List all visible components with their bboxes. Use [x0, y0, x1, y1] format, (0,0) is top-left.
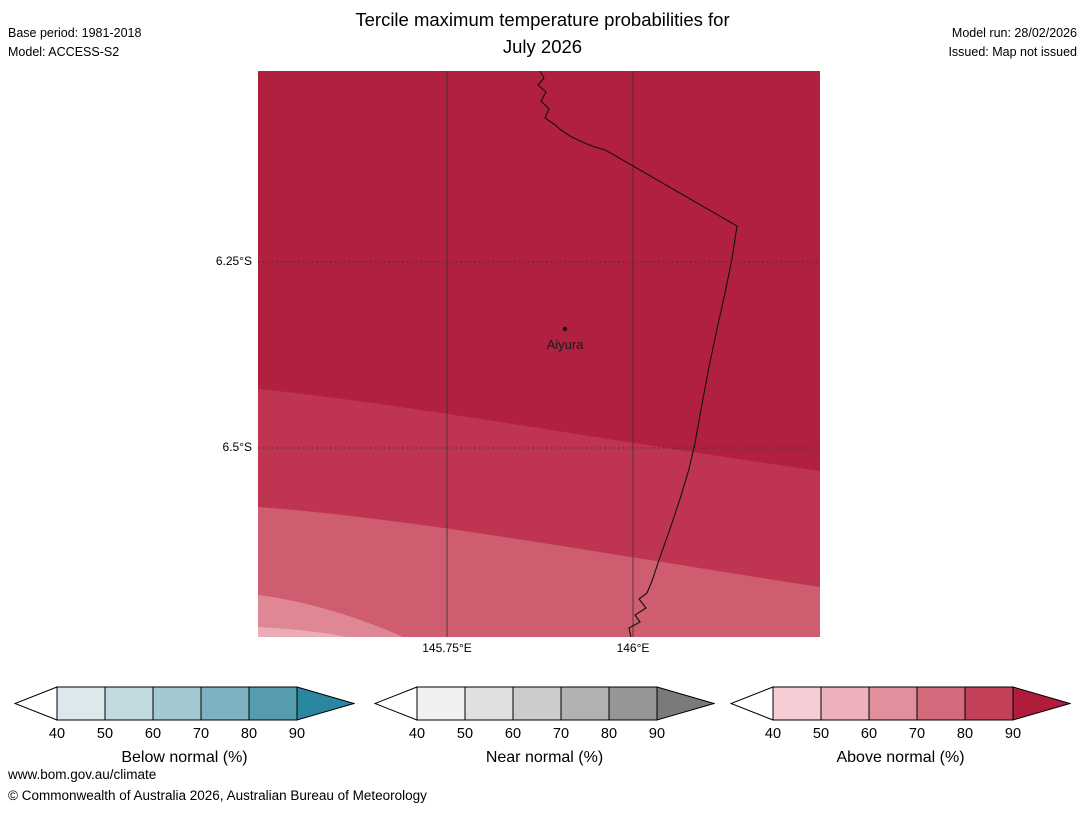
legend-below-seg-60: [152, 686, 202, 721]
legend-above-tick: 90: [1005, 726, 1021, 742]
legend-above-colorbar: 40 50 60 70 80 90: [729, 686, 1072, 742]
legend-below-tick: 50: [97, 726, 113, 742]
legend-below-left-arrow: [13, 686, 58, 721]
legend-near-left-arrow: [373, 686, 418, 721]
legend-below-tick: 80: [241, 726, 257, 742]
legend-near-seg-80: [608, 686, 658, 721]
legend-below-seg-40: [56, 686, 106, 721]
legend-below-seg-70: [200, 686, 250, 721]
legend-near-seg-70: [560, 686, 610, 721]
page-title: Tercile maximum temperature probabilitie…: [0, 6, 1085, 60]
model-label: Model: ACCESS-S2: [8, 45, 120, 59]
band-70-80: [258, 507, 820, 637]
station-label: Aiyura: [547, 337, 585, 352]
legend-near-colorbar: 40 50 60 70 80 90: [373, 686, 716, 742]
legend-above-tick: 70: [909, 726, 925, 742]
legend-above-seg-40: [772, 686, 822, 721]
legend-above-seg-50: [820, 686, 870, 721]
legend-near-tick: 50: [457, 726, 473, 742]
page-title-line2: July 2026: [502, 36, 583, 57]
issued-label: Issued: Map not issued: [948, 45, 1077, 59]
legend-near-caption: Near normal (%): [485, 749, 604, 766]
y-tick-6-25S: 6.25°S: [215, 254, 252, 268]
legend-below-colorbar: 40 50 60 70 80 90: [13, 686, 356, 742]
legend-near-seg-40: [416, 686, 466, 721]
header-right-block: Model run: 28/02/2026 Issued: Map not is…: [948, 24, 1077, 62]
legend-above-normal: 40 50 60 70 80 90 Above normal (%): [729, 686, 1072, 767]
legend-above-seg-80: [964, 686, 1014, 721]
page-title-line1: Tercile maximum temperature probabilitie…: [355, 9, 730, 30]
legend-below-right-arrow: [296, 686, 356, 721]
legend-near-right-arrow: [656, 686, 716, 721]
boundary-line: [537, 70, 738, 638]
x-tick-146E: 146°E: [616, 641, 650, 655]
legend-near-seg-60: [512, 686, 562, 721]
legend-near-tick: 70: [553, 726, 569, 742]
legend-above-caption: Above normal (%): [836, 749, 965, 766]
legend-below-tick: 90: [289, 726, 305, 742]
legend-below-tick: 40: [49, 726, 65, 742]
probability-map: Aiyura: [258, 70, 820, 638]
legend-above-tick: 50: [813, 726, 829, 742]
base-period-label: Base period: 1981-2018: [8, 26, 142, 40]
model-run-label: Model run: 28/02/2026: [951, 26, 1077, 40]
band-50-60: [258, 627, 346, 637]
legend-above-tick: 80: [957, 726, 973, 742]
legend-below-caption: Below normal (%): [121, 749, 248, 766]
legend-below-seg-50: [104, 686, 154, 721]
legend-above-seg-70: [916, 686, 966, 721]
legend-above-right-arrow: [1012, 686, 1072, 721]
y-tick-6-5S: 6.5°S: [222, 440, 252, 454]
map-canvas: Aiyura: [258, 70, 820, 638]
header-left-block: Base period: 1981-2018 Model: ACCESS-S2: [8, 24, 141, 62]
x-tick-145-75E: 145.75°E: [422, 641, 472, 655]
footer-url: www.bom.gov.au/climate: [8, 767, 157, 782]
legend-near-tick: 60: [505, 726, 521, 742]
legend-near-seg-50: [464, 686, 514, 721]
legend-near-tick: 40: [409, 726, 425, 742]
legend-below-seg-80: [248, 686, 298, 721]
legend-above-left-arrow: [729, 686, 774, 721]
legend-below-normal: 40 50 60 70 80 90 Below normal (%): [13, 686, 356, 767]
band-60-70: [258, 595, 403, 637]
legend-near-tick: 90: [649, 726, 665, 742]
legend-above-tick: 40: [765, 726, 781, 742]
legend-below-tick: 70: [193, 726, 209, 742]
legend-above-seg-60: [868, 686, 918, 721]
legend-below-tick: 60: [145, 726, 161, 742]
legend-near-normal: 40 50 60 70 80 90 Near normal (%): [373, 686, 716, 767]
footer-copyright: © Commonwealth of Australia 2026, Austra…: [8, 788, 427, 803]
legend-above-tick: 60: [861, 726, 877, 742]
legend-near-tick: 80: [601, 726, 617, 742]
station-dot: [562, 326, 568, 332]
